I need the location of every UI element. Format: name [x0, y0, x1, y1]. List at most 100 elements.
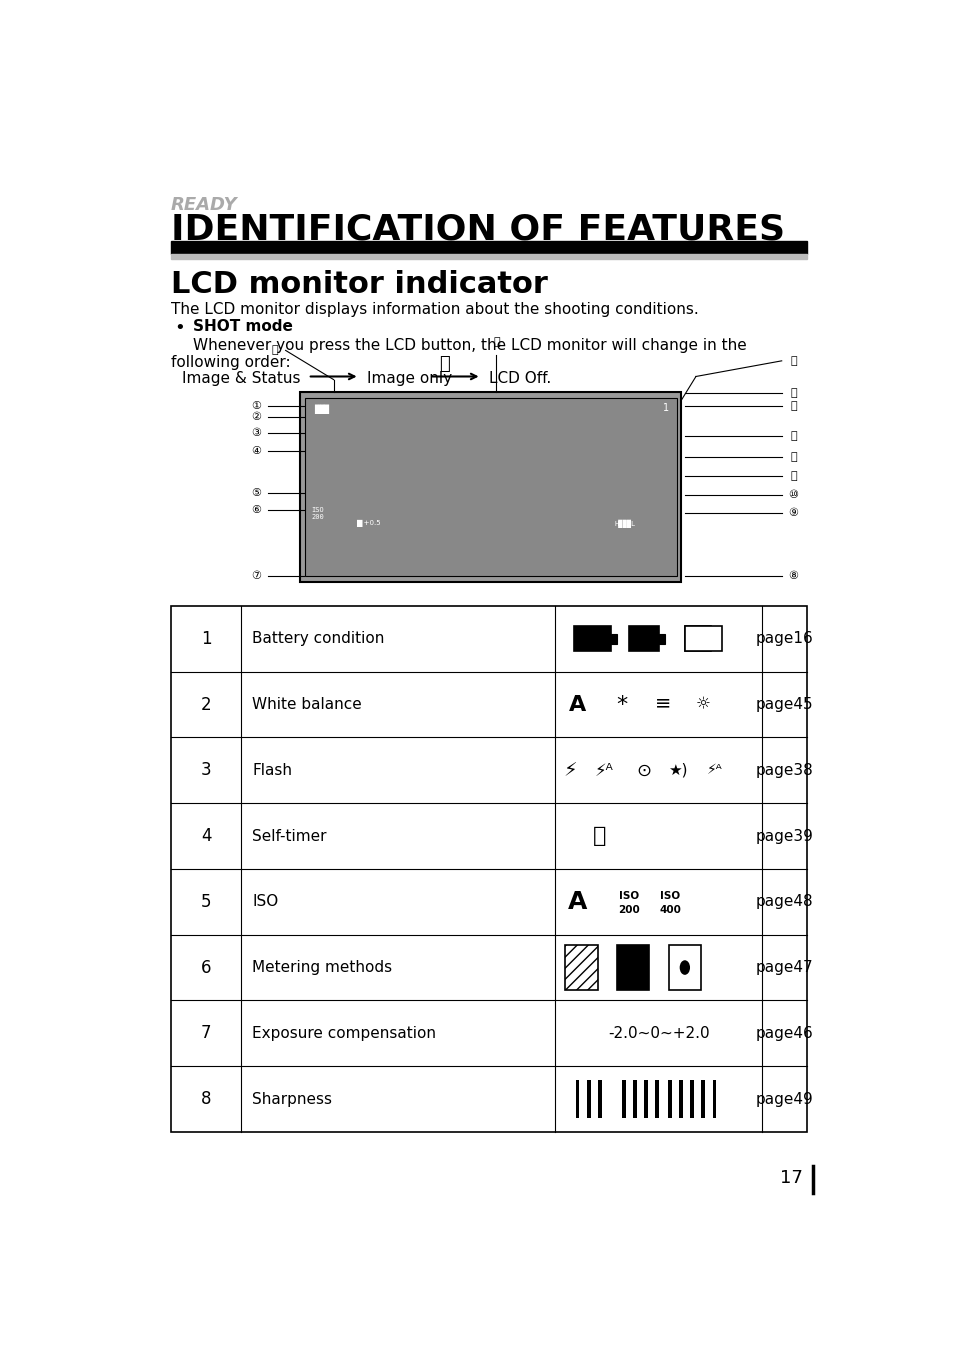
- Text: ⑦: ⑦: [251, 570, 261, 581]
- Bar: [690, 1080, 694, 1118]
- Bar: [684, 626, 710, 652]
- Bar: [667, 1080, 671, 1118]
- Text: SHOT mode: SHOT mode: [193, 320, 293, 335]
- Text: Image & Status: Image & Status: [182, 371, 300, 386]
- Text: page45: page45: [755, 696, 813, 713]
- Text: ⑰: ⑰: [271, 346, 277, 355]
- Text: IDENTIFICATION OF FEATURES: IDENTIFICATION OF FEATURES: [171, 213, 784, 247]
- Bar: [576, 1080, 578, 1118]
- Bar: [621, 1080, 625, 1118]
- Text: Self-timer: Self-timer: [252, 828, 327, 844]
- Text: •: •: [174, 320, 185, 337]
- Text: 6: 6: [201, 958, 212, 977]
- Text: ⑩: ⑩: [788, 491, 798, 500]
- Bar: [659, 634, 664, 644]
- Text: LCD Off.: LCD Off.: [488, 371, 551, 386]
- Text: ⑮: ⑮: [789, 356, 796, 366]
- Bar: [633, 1080, 637, 1118]
- Text: ⑪: ⑪: [789, 470, 796, 481]
- Text: 5: 5: [201, 893, 212, 911]
- Text: ⎙: ⎙: [438, 355, 450, 374]
- Text: ███: ███: [314, 405, 329, 415]
- Text: ⑥: ⑥: [251, 505, 261, 515]
- Text: Whenever you press the LCD button, the LCD monitor will change in the: Whenever you press the LCD button, the L…: [193, 337, 746, 352]
- Text: █ +0.5: █ +0.5: [355, 519, 380, 527]
- Text: Flash: Flash: [252, 763, 292, 778]
- Text: ISO: ISO: [659, 890, 679, 901]
- Bar: [171, 255, 806, 259]
- Bar: [655, 1080, 659, 1118]
- Text: ISO: ISO: [618, 890, 639, 901]
- Text: following order:: following order:: [171, 355, 291, 370]
- Text: ⑤: ⑤: [251, 488, 261, 499]
- Bar: [598, 1080, 601, 1118]
- Text: A: A: [567, 890, 587, 913]
- Text: 1: 1: [662, 402, 668, 412]
- Bar: [712, 1080, 716, 1118]
- Text: page48: page48: [755, 894, 813, 909]
- Text: ⑭: ⑭: [789, 401, 796, 411]
- Text: ⑫: ⑫: [789, 451, 796, 462]
- Text: A: A: [568, 695, 586, 714]
- Text: ④: ④: [251, 446, 261, 455]
- Text: Image only: Image only: [367, 371, 452, 386]
- Text: ⑮: ⑮: [789, 388, 796, 398]
- Text: ⚡: ⚡: [563, 762, 577, 780]
- Text: page49: page49: [755, 1092, 813, 1107]
- Text: Sharpness: Sharpness: [252, 1092, 332, 1107]
- Text: page39: page39: [755, 828, 813, 844]
- Text: page47: page47: [755, 961, 813, 976]
- Bar: [668, 944, 700, 991]
- Text: ≡: ≡: [654, 692, 670, 711]
- Text: ⚡ᴬ: ⚡ᴬ: [594, 762, 612, 779]
- Text: ISO
200: ISO 200: [311, 507, 324, 520]
- Text: H███L: H███L: [614, 519, 636, 527]
- Text: page46: page46: [755, 1026, 813, 1041]
- Bar: [564, 944, 597, 991]
- Circle shape: [679, 961, 689, 974]
- Text: ②: ②: [251, 412, 261, 423]
- Text: READY: READY: [171, 196, 237, 214]
- Bar: [300, 392, 680, 583]
- Text: 2: 2: [200, 695, 212, 714]
- Text: ISO: ISO: [252, 894, 278, 909]
- Bar: [684, 626, 721, 652]
- Text: ⏲: ⏲: [593, 827, 606, 846]
- Text: 8: 8: [201, 1089, 212, 1108]
- Text: LCD monitor indicator: LCD monitor indicator: [171, 270, 547, 299]
- Bar: [617, 944, 649, 991]
- Bar: [610, 634, 617, 644]
- Bar: [574, 626, 610, 652]
- Text: 200: 200: [618, 905, 639, 915]
- Text: The LCD monitor displays information about the shooting conditions.: The LCD monitor displays information abo…: [171, 302, 698, 317]
- Text: ①: ①: [251, 401, 261, 411]
- Text: -2.0~0~+2.0: -2.0~0~+2.0: [607, 1026, 709, 1041]
- Text: page16: page16: [755, 631, 813, 646]
- Bar: [629, 626, 659, 652]
- Text: page38: page38: [755, 763, 813, 778]
- Bar: [643, 1080, 647, 1118]
- Text: ⊙: ⊙: [636, 762, 651, 779]
- Text: Battery condition: Battery condition: [252, 631, 384, 646]
- Text: ⚡ᴬ: ⚡ᴬ: [706, 763, 721, 778]
- Bar: [171, 606, 806, 1131]
- Text: Exposure compensation: Exposure compensation: [252, 1026, 436, 1041]
- Text: 1: 1: [200, 630, 212, 648]
- Bar: [679, 1080, 682, 1118]
- Text: 7: 7: [201, 1024, 212, 1042]
- Text: ⑯: ⑯: [493, 337, 499, 347]
- Text: *: *: [616, 695, 627, 714]
- Text: Metering methods: Metering methods: [252, 961, 392, 976]
- Text: ★): ★): [667, 763, 686, 778]
- Text: ⑨: ⑨: [788, 508, 798, 518]
- Text: White balance: White balance: [252, 696, 362, 713]
- Text: 4: 4: [201, 827, 212, 846]
- Text: ⑧: ⑧: [788, 570, 798, 581]
- Text: 17: 17: [780, 1169, 802, 1187]
- Bar: [586, 1080, 590, 1118]
- Bar: [305, 398, 676, 576]
- Text: ⑬: ⑬: [789, 431, 796, 440]
- Text: 3: 3: [200, 762, 212, 779]
- Bar: [171, 241, 806, 255]
- Text: ③: ③: [251, 428, 261, 438]
